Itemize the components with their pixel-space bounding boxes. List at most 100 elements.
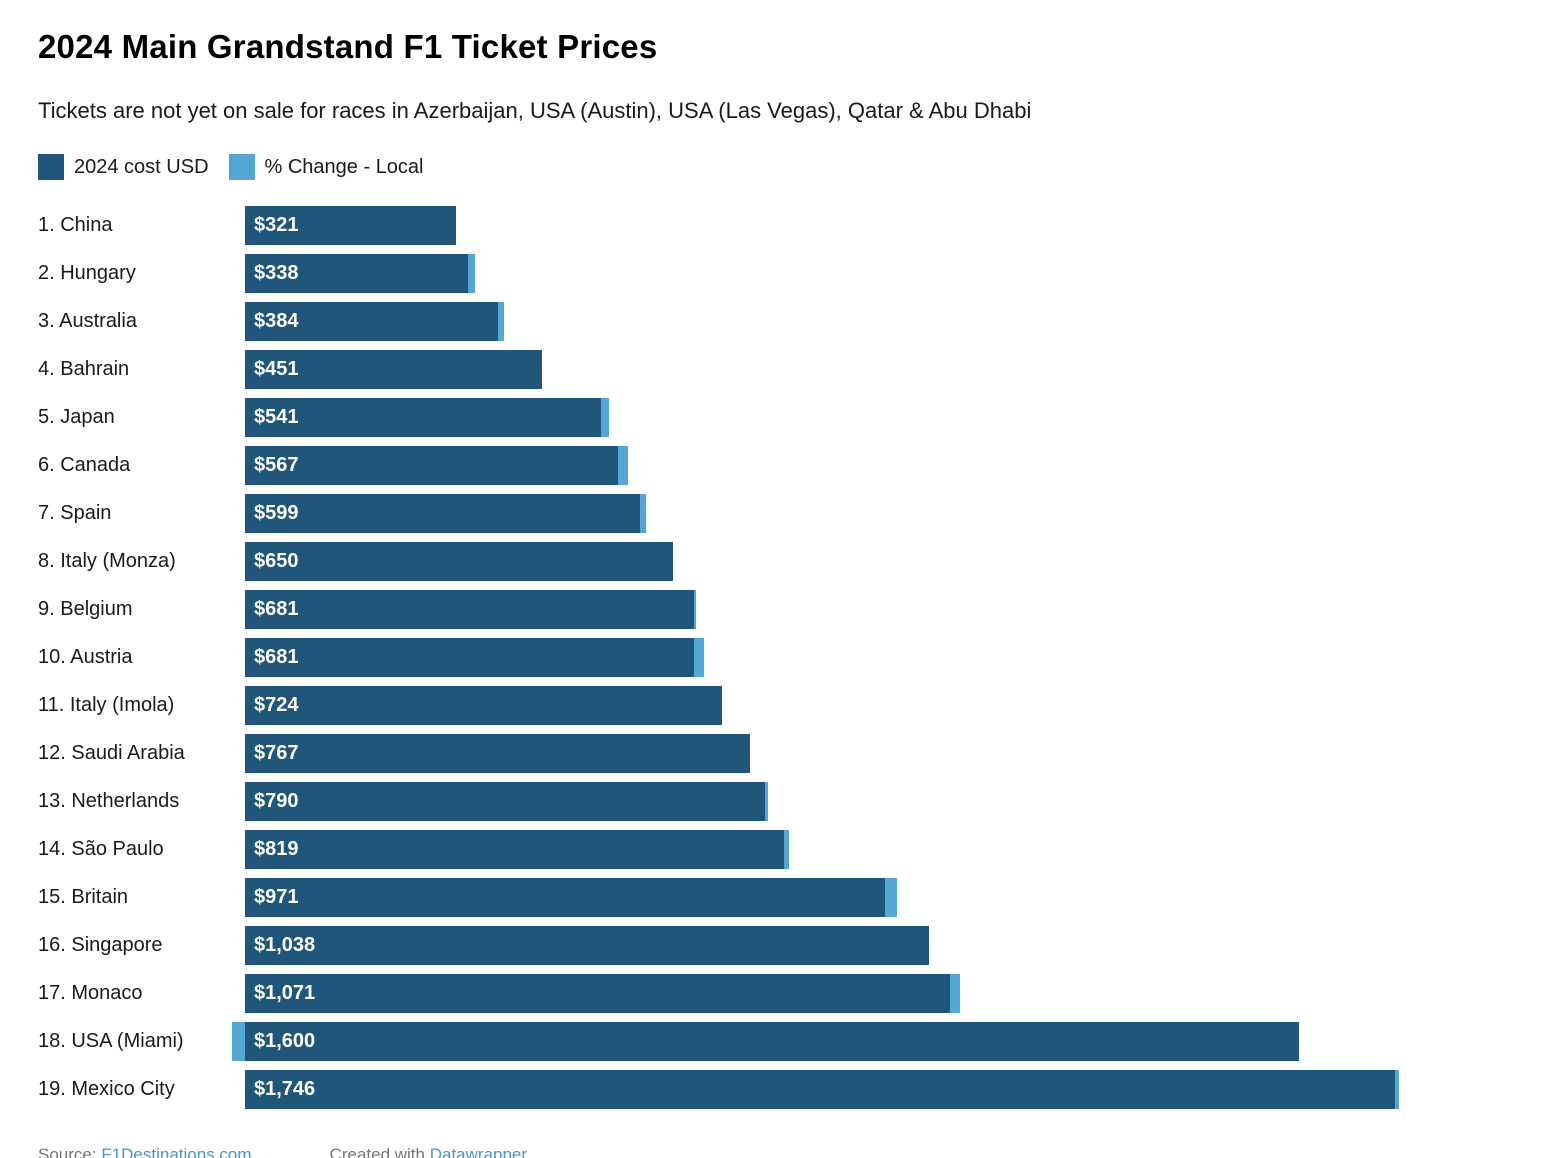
chart-row: 13. Netherlands $790 [38, 781, 1522, 821]
cost-value-label: $451 [254, 357, 299, 380]
chart-row: 7. Spain $599 [38, 493, 1522, 533]
cost-value-label: $724 [254, 693, 299, 716]
row-label: 14. São Paulo [38, 837, 164, 860]
cost-bar: $541 [245, 397, 601, 437]
cost-bar: $1,038 [245, 925, 929, 965]
bar-area: $1,600 [231, 1021, 1522, 1061]
cost-value-label: $681 [254, 645, 299, 668]
bar-area: $338 [245, 253, 1522, 293]
cost-value-label: $819 [254, 837, 299, 860]
bar-area: $767 [245, 733, 1522, 773]
cost-value-label: $1,746 [254, 1077, 316, 1100]
footer-separator [252, 1145, 330, 1158]
chart-row: 6. Canada $567 [38, 445, 1522, 485]
pct-change-bar [1395, 1069, 1399, 1109]
cost-value-label: $338 [254, 261, 299, 284]
row-label: 1. China [38, 213, 113, 236]
cost-bar: $338 [245, 253, 468, 293]
bar-area: $819 [245, 829, 1522, 869]
pct-legend-swatch [228, 154, 255, 181]
row-label: 4. Bahrain [38, 357, 130, 380]
cost-value-label: $767 [254, 741, 299, 764]
row-label: 12. Saudi Arabia [38, 741, 185, 764]
bar-area: $1,071 [245, 973, 1522, 1013]
cost-value-label: $599 [254, 501, 299, 524]
chart-row: 15. Britain $971 [38, 877, 1522, 917]
chart-row: 4. Bahrain $451 [38, 349, 1522, 389]
pct-change-bar [601, 397, 609, 437]
pct-change-bar [950, 973, 960, 1013]
cost-value-label: $1,071 [254, 981, 316, 1004]
cost-legend-swatch [38, 154, 64, 181]
cost-bar: $650 [245, 541, 673, 581]
created-with-text: Created with [329, 1144, 430, 1158]
bar-area: $971 [245, 877, 1522, 917]
row-label: 10. Austria [38, 645, 133, 668]
pct-change-bar [885, 877, 897, 917]
cost-value-label: $384 [254, 309, 299, 332]
chart-row: 14. São Paulo $819 [38, 829, 1522, 869]
chart-subtitle: Tickets are not yet on sale for races in… [38, 98, 1032, 124]
chart-row: 16. Singapore $1,038 [38, 925, 1522, 965]
row-label: 16. Singapore [38, 933, 163, 956]
bar-chart: 1. China $321 2. Hungary $338 3. Austral… [38, 205, 1522, 1109]
row-label: 8. Italy (Monza) [38, 549, 176, 572]
bar-area: $541 [245, 397, 1522, 437]
row-label: 17. Monaco [38, 981, 143, 1004]
bar-area: $321 [245, 205, 1522, 245]
chart-row: 3. Australia $384 [38, 301, 1522, 341]
legend-item-cost: 2024 cost USD [38, 154, 209, 181]
pct-change-bar [784, 829, 790, 869]
cost-value-label: $1,038 [254, 933, 316, 956]
cost-bar: $681 [245, 637, 694, 677]
row-label: 19. Mexico City [38, 1077, 175, 1100]
bar-area: $790 [245, 781, 1522, 821]
cost-value-label: $790 [254, 789, 299, 812]
bar-area: $599 [245, 493, 1522, 533]
bar-area: $384 [245, 301, 1522, 341]
bar-area: $1,746 [245, 1069, 1522, 1109]
cost-bar: $599 [245, 493, 640, 533]
bar-area: $1,038 [245, 925, 1522, 965]
pct-change-bar [765, 781, 769, 821]
pct-change-bar [640, 493, 646, 533]
cost-legend-label: 2024 cost USD [74, 155, 209, 178]
row-label: 9. Belgium [38, 597, 133, 620]
bar-area: $567 [245, 445, 1522, 485]
cost-bar: $767 [245, 733, 750, 773]
source-link[interactable]: F1Destinations.com [101, 1144, 252, 1158]
cost-bar: $567 [245, 445, 618, 485]
bar-area: $451 [245, 349, 1522, 389]
cost-bar: $321 [245, 205, 456, 245]
row-label: 2. Hungary [38, 261, 136, 284]
pct-change-bar [231, 1021, 245, 1061]
chart-footer: Source: F1Destinations.com Created with D… [38, 1145, 1522, 1158]
row-label: 18. USA (Miami) [38, 1029, 184, 1052]
bar-area: $681 [245, 589, 1522, 629]
bar-area: $724 [245, 685, 1522, 725]
row-label: 3. Australia [38, 309, 137, 332]
legend: 2024 cost USD % Change - Local [38, 154, 1522, 181]
cost-value-label: $567 [254, 453, 299, 476]
bar-area: $650 [245, 541, 1522, 581]
bar-area: $681 [245, 637, 1522, 677]
row-label: 13. Netherlands [38, 789, 180, 812]
cost-bar: $1,071 [245, 973, 950, 1013]
row-label: 6. Canada [38, 453, 131, 476]
cost-bar: $790 [245, 781, 765, 821]
pct-legend-label: % Change - Local [264, 155, 424, 178]
source-prefix: Source: [38, 1144, 102, 1158]
chart-row: 18. USA (Miami) $1,600 [38, 1021, 1522, 1061]
chart-row: 1. China $321 [38, 205, 1522, 245]
chart-row: 11. Italy (Imola) $724 [38, 685, 1522, 725]
cost-value-label: $650 [254, 549, 299, 572]
cost-bar: $971 [245, 877, 885, 917]
chart-row: 8. Italy (Monza) $650 [38, 541, 1522, 581]
cost-bar: $451 [245, 349, 542, 389]
cost-bar: $1,746 [245, 1069, 1395, 1109]
chart-row: 2. Hungary $338 [38, 253, 1522, 293]
builder-link[interactable]: Datawrapper [429, 1144, 528, 1158]
cost-value-label: $321 [254, 213, 299, 236]
cost-bar: $724 [245, 685, 722, 725]
legend-item-pct: % Change - Local [228, 154, 424, 181]
